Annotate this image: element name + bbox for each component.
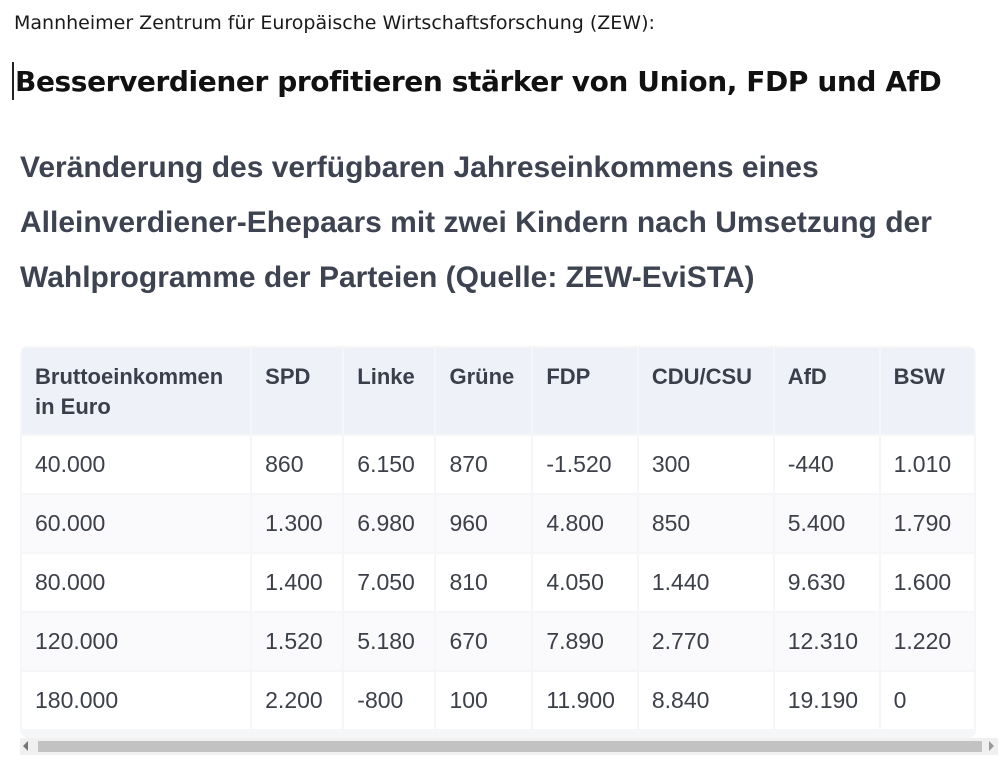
cell-bsw: 1.010 (880, 436, 974, 493)
cell-brutto: 180.000 (22, 672, 251, 729)
chevron-left-icon[interactable] (23, 741, 28, 751)
header-spd: SPD (252, 348, 343, 434)
cell-spd: 2.200 (252, 672, 343, 729)
cell-spd: 1.300 (252, 495, 343, 552)
cell-gruene: 810 (436, 554, 532, 611)
table-title: Veränderung des verfügbaren Jahreseinkom… (20, 151, 932, 294)
cell-brutto: 80.000 (22, 554, 251, 611)
cell-linke: 7.050 (344, 554, 435, 611)
cell-cdu-csu: 300 (638, 436, 773, 493)
cell-gruene: 100 (436, 672, 532, 729)
cell-spd: 1.520 (252, 613, 343, 670)
source-line: Mannheimer Zentrum für Europäische Wirts… (14, 12, 655, 34)
cell-bsw: 1.220 (880, 613, 974, 670)
horizontal-scrollbar[interactable] (20, 738, 998, 755)
cell-afd: 12.310 (774, 613, 879, 670)
cell-brutto: 120.000 (22, 613, 251, 670)
cell-afd: -440 (774, 436, 879, 493)
cell-brutto: 40.000 (22, 436, 251, 493)
cell-cdu-csu: 1.440 (638, 554, 773, 611)
headline: Besserverdiener profitieren stärker von … (15, 64, 942, 98)
cell-brutto: 60.000 (22, 495, 251, 552)
header-afd: AfD (774, 348, 879, 434)
text-cursor (12, 62, 14, 100)
cell-gruene: 960 (436, 495, 532, 552)
cell-cdu-csu: 850 (638, 495, 773, 552)
cell-bsw: 1.790 (880, 495, 974, 552)
header-fdp: FDP (533, 348, 637, 434)
table-row: 120.000 1.520 5.180 670 7.890 2.770 12.3… (22, 613, 974, 670)
income-table-container: Bruttoeinkommen in Euro SPD Linke Grüne … (20, 346, 976, 738)
cell-afd: 5.400 (774, 495, 879, 552)
cell-fdp: 11.900 (533, 672, 637, 729)
income-change-table: Bruttoeinkommen in Euro SPD Linke Grüne … (20, 346, 976, 731)
cell-linke: 6.980 (344, 495, 435, 552)
table-row: 180.000 2.200 -800 100 11.900 8.840 19.1… (22, 672, 974, 729)
cell-afd: 9.630 (774, 554, 879, 611)
header-cdu-csu: CDU/CSU (638, 348, 773, 434)
cell-linke: 5.180 (344, 613, 435, 670)
cell-cdu-csu: 8.840 (638, 672, 773, 729)
cell-bsw: 1.600 (880, 554, 974, 611)
headline-container: Besserverdiener profitieren stärker von … (12, 60, 942, 102)
header-linke: Linke (344, 348, 435, 434)
cell-fdp: -1.520 (533, 436, 637, 493)
header-gruene: Grüne (436, 348, 532, 434)
cell-spd: 860 (252, 436, 343, 493)
cell-bsw: 0 (880, 672, 974, 729)
cell-spd: 1.400 (252, 554, 343, 611)
chevron-right-icon[interactable] (989, 741, 994, 751)
table-row: 80.000 1.400 7.050 810 4.050 1.440 9.630… (22, 554, 974, 611)
cell-gruene: 870 (436, 436, 532, 493)
cell-fdp: 4.050 (533, 554, 637, 611)
cell-afd: 19.190 (774, 672, 879, 729)
header-bruttoeinkommen: Bruttoeinkommen in Euro (22, 348, 251, 434)
table-header-row: Bruttoeinkommen in Euro SPD Linke Grüne … (22, 348, 974, 434)
cell-cdu-csu: 2.770 (638, 613, 773, 670)
table-row: 40.000 860 6.150 870 -1.520 300 -440 1.0… (22, 436, 974, 493)
cell-fdp: 7.890 (533, 613, 637, 670)
cell-gruene: 670 (436, 613, 532, 670)
scrollbar-thumb[interactable] (38, 741, 982, 752)
cell-linke: 6.150 (344, 436, 435, 493)
cell-linke: -800 (344, 672, 435, 729)
table-row: 60.000 1.300 6.980 960 4.800 850 5.400 1… (22, 495, 974, 552)
header-bsw: BSW (880, 348, 974, 434)
cell-fdp: 4.800 (533, 495, 637, 552)
